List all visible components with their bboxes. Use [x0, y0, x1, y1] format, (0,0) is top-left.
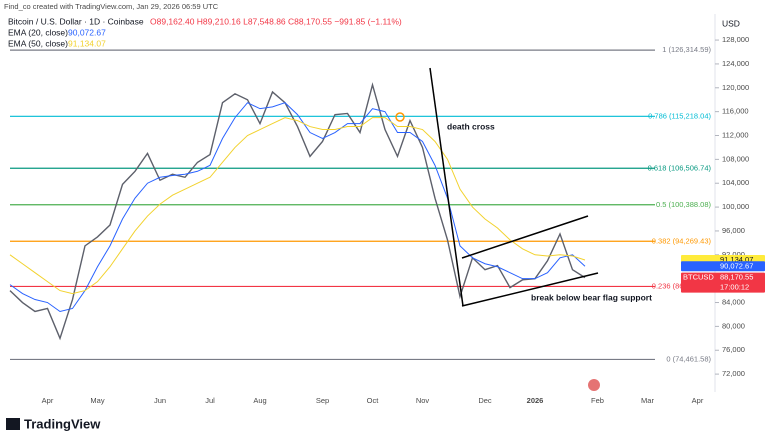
y-tick-label: 128,000 [722, 35, 749, 44]
price-tag-name: BTCUSD [683, 273, 714, 282]
x-tick-label: Mar [641, 396, 654, 405]
x-tick-label: Feb [591, 396, 604, 405]
legend-name: EMA (50, close) [8, 38, 68, 48]
x-tick-label: May [90, 396, 104, 405]
legend-value: 91,134.07 [68, 38, 106, 48]
price-tag-label: 90,072.67 [720, 261, 753, 270]
series-line [9, 117, 586, 295]
price-tag-label: 88,170.55 [720, 273, 753, 282]
x-tick-label: Oct [367, 396, 380, 405]
x-tick-label: Jul [205, 396, 215, 405]
x-tick-label: Sep [316, 396, 329, 405]
x-tick-label: Apr [42, 396, 54, 405]
y-tick-label: 104,000 [722, 178, 749, 187]
legend-name: EMA (20, close) [8, 27, 68, 37]
fib-label: 1 (126,314.59) [662, 45, 711, 54]
x-tick-label: Jun [154, 396, 166, 405]
fib-label: 0 (74,461.58) [666, 354, 711, 363]
y-tick-label: 112,000 [722, 130, 749, 139]
x-tick-label: 2026 [527, 396, 544, 405]
logo: TradingView [24, 416, 101, 431]
y-tick-label: 100,000 [722, 202, 749, 211]
x-tick-label: Nov [416, 396, 430, 405]
y-tick-label: 72,000 [722, 369, 745, 378]
y-tick-label: 84,000 [722, 298, 745, 307]
fib-label: 0.618 (106,506.74) [648, 163, 712, 172]
cross-marker [395, 112, 405, 122]
flag-upper [461, 215, 589, 259]
price-tag [681, 261, 765, 272]
y-tick-label: 116,000 [722, 107, 749, 116]
countdown: 17:00:12 [720, 283, 749, 292]
currency: USD [722, 18, 740, 28]
y-tick-label: 120,000 [722, 83, 749, 92]
y-tick-label: 96,000 [722, 226, 745, 235]
credit: Find_co created with TradingView.com, Ja… [4, 2, 219, 11]
flag-lower [461, 272, 599, 307]
x-tick-label: Dec [478, 396, 492, 405]
legend-value: 90,072.67 [68, 27, 106, 37]
ohlc: O89,162.40 H89,210.16 L87,548.86 C88,170… [150, 16, 402, 26]
y-tick-label: 108,000 [722, 154, 749, 163]
series-line [9, 82, 586, 341]
x-tick-label: Aug [253, 396, 266, 405]
fib-label: 0.382 (94,269.43) [652, 236, 712, 245]
y-tick-label: 76,000 [722, 345, 745, 354]
symbol: Bitcoin / U.S. Dollar · 1D · Coinbase [8, 16, 144, 26]
logo-mark [6, 418, 20, 430]
y-tick-label: 124,000 [722, 59, 749, 68]
price-tag-label: 91,134.07 [720, 255, 753, 264]
fib-label: 0.786 (115,218.04) [648, 111, 711, 120]
y-tick-label: 92,000 [722, 250, 745, 259]
annotation: break below bear flag support [531, 292, 652, 302]
price-tag [681, 272, 765, 293]
y-tick-label: 80,000 [722, 321, 745, 330]
trendline [429, 67, 464, 307]
event-icon [588, 379, 600, 391]
fib-label: 0.5 (100,388.08) [656, 200, 712, 209]
x-tick-label: Apr [692, 396, 704, 405]
series-line [9, 102, 586, 313]
annotation: death cross [447, 121, 495, 131]
